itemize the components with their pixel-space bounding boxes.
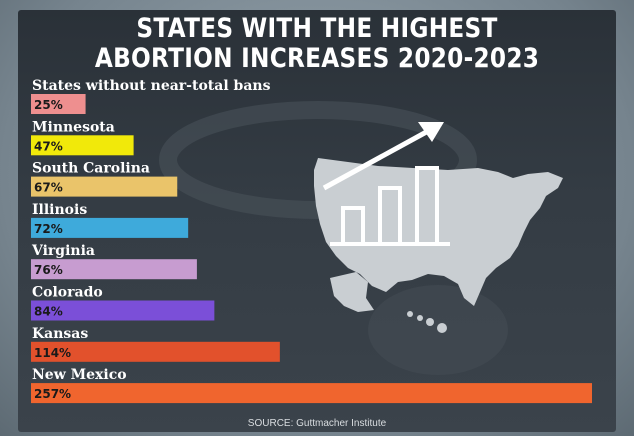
bar bbox=[31, 300, 215, 321]
bar bbox=[31, 259, 197, 280]
value-label: 72% bbox=[34, 222, 63, 236]
value-label: 114% bbox=[34, 346, 71, 360]
value-label: 25% bbox=[34, 98, 63, 112]
category-label: Virginia bbox=[31, 243, 95, 259]
chart-title: STATES WITH THE HIGHEST ABORTION INCREAS… bbox=[60, 14, 574, 74]
icon-arrow-shaft bbox=[322, 127, 432, 191]
hawaii-island bbox=[407, 311, 413, 317]
value-label: 257% bbox=[34, 387, 71, 401]
category-label: Minnesota bbox=[32, 119, 115, 135]
value-label: 67% bbox=[34, 181, 63, 195]
value-label: 47% bbox=[34, 139, 63, 153]
value-label: 76% bbox=[34, 263, 63, 277]
icon-arrow-head bbox=[418, 122, 444, 142]
usa-map-chart-icon bbox=[159, 101, 563, 375]
bar bbox=[31, 135, 134, 156]
hawaii-island bbox=[426, 318, 434, 326]
bar bbox=[31, 176, 178, 197]
value-label: 84% bbox=[34, 305, 63, 319]
title-line-2: ABORTION INCREASES 2020-2023 bbox=[94, 43, 540, 74]
bar bbox=[31, 94, 86, 114]
bar bbox=[31, 383, 592, 404]
category-label: Illinois bbox=[32, 202, 87, 218]
alaska-shape bbox=[330, 272, 374, 312]
bar bbox=[31, 341, 280, 362]
category-label: Kansas bbox=[32, 326, 88, 342]
category-label: States without near-total bans bbox=[32, 78, 271, 94]
bar-chart: States without near-total bans 25% Minneso… bbox=[31, 78, 592, 404]
bar bbox=[31, 217, 189, 238]
source-note: SOURCE: Guttmacher Institute bbox=[247, 418, 387, 429]
category-label: South Carolina bbox=[32, 161, 150, 177]
title-line-1: STATES WITH THE HIGHEST bbox=[136, 13, 498, 44]
infographic-panel: STATES WITH THE HIGHEST ABORTION INCREAS… bbox=[18, 10, 616, 432]
category-label: Colorado bbox=[32, 285, 103, 301]
hawaii-island bbox=[437, 323, 447, 333]
hawaii-island bbox=[417, 315, 423, 321]
category-label: New Mexico bbox=[32, 367, 127, 383]
